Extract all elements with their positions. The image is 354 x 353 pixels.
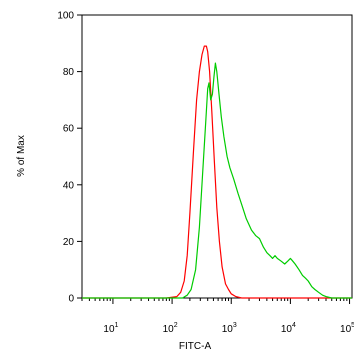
y-tick-label-0: 0 [68, 294, 74, 305]
y-tick-label-4: 80 [63, 67, 75, 78]
series-line-1 [82, 62, 352, 299]
x-tick-label-2: 103 [222, 322, 237, 335]
plot-frame [81, 14, 353, 299]
plot-area: 0 20 40 60 80 100 101 102 103 104 105 [57, 11, 354, 336]
y-axis-title: % of Max [16, 135, 27, 177]
x-tick-label-1: 102 [163, 322, 178, 335]
x-tick-label-4: 105 [340, 322, 354, 335]
x-tick-label-3: 104 [281, 322, 296, 335]
x-tick-label-0: 101 [103, 322, 118, 335]
y-tick-label-5: 100 [57, 11, 74, 22]
x-axis-title: FITC-A [179, 341, 212, 352]
x-axis: 101 102 103 104 105 [103, 298, 354, 335]
series-line-0 [82, 45, 352, 299]
y-tick-label-3: 60 [63, 124, 75, 135]
y-tick-label-1: 20 [63, 237, 75, 248]
y-tick-label-2: 40 [63, 180, 75, 191]
series-group [82, 45, 352, 299]
y-axis: 0 20 40 60 80 100 [57, 11, 82, 305]
